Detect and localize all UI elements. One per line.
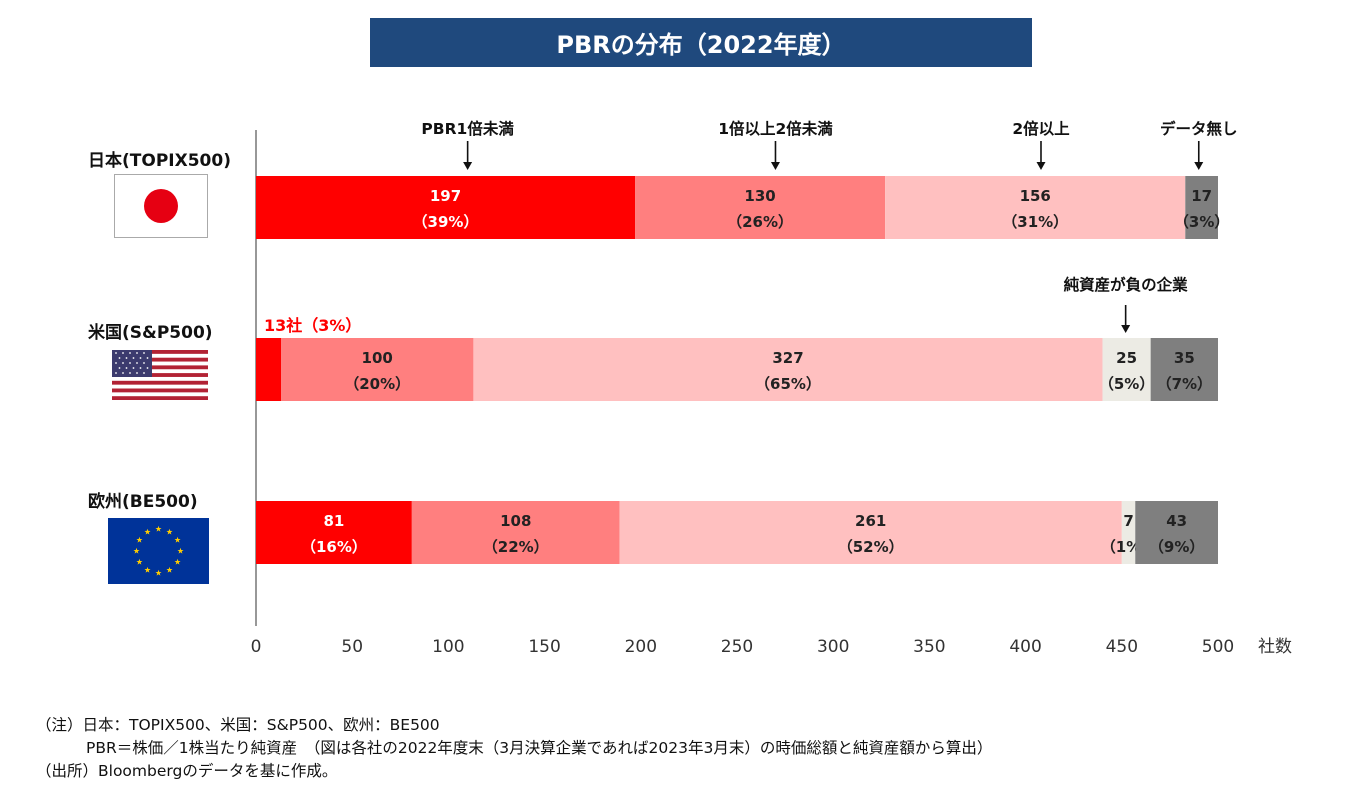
eu-star-icon xyxy=(136,558,143,565)
callout-arrow-head xyxy=(1036,162,1046,170)
callout-label: 2倍以上 xyxy=(1012,119,1070,138)
data-label-value: 108 xyxy=(500,512,531,530)
data-label-value: 130 xyxy=(744,187,775,205)
x-tick-label: 200 xyxy=(625,637,657,657)
data-label-value: 197 xyxy=(430,187,461,205)
data-label-value: 17 xyxy=(1191,187,1212,205)
bar-segment xyxy=(411,501,620,564)
eu-star-icon xyxy=(166,566,173,573)
data-label-value: 100 xyxy=(362,349,393,367)
data-label-value: 25 xyxy=(1116,349,1137,367)
data-label-percent: （22%） xyxy=(483,538,549,556)
eu-star-icon xyxy=(174,536,181,543)
eu-flag-icon xyxy=(108,518,209,584)
data-label-percent: （9%） xyxy=(1149,538,1204,556)
bar-segment xyxy=(281,338,474,401)
eu-star-icon xyxy=(144,566,151,573)
eu-star-icon xyxy=(166,528,173,535)
x-tick-label: 150 xyxy=(528,637,560,657)
note-line-2: PBR＝株価／1株当たり純資産 （図は各社の2022年度末（3月決算企業であれば… xyxy=(86,739,993,757)
data-label-value: 327 xyxy=(772,349,803,367)
x-tick-label: 250 xyxy=(721,637,753,657)
data-label-percent: （7%） xyxy=(1157,375,1212,393)
x-tick-label: 300 xyxy=(817,637,849,657)
callout-label: 1倍以上2倍未満 xyxy=(718,119,833,138)
x-tick-label: 350 xyxy=(913,637,945,657)
x-tick-label: 50 xyxy=(341,637,363,657)
callout-label: PBR1倍未満 xyxy=(421,119,514,138)
callout-label: データ無し xyxy=(1160,119,1238,138)
chart-title: PBRの分布（2022年度） xyxy=(370,18,1032,67)
data-label-percent: （31%） xyxy=(1002,213,1068,231)
bar-segment xyxy=(256,501,412,564)
callout-arrow-head xyxy=(1121,325,1131,333)
bar-segment xyxy=(256,338,282,401)
x-tick-label: 450 xyxy=(1106,637,1138,657)
x-axis-label: 社数 xyxy=(1258,637,1292,657)
eu-star-icon xyxy=(155,569,162,576)
callout-arrow-head xyxy=(1194,162,1204,170)
bar-segment xyxy=(1121,501,1136,564)
data-label-percent: （16%） xyxy=(301,538,367,556)
bar-segment xyxy=(1135,501,1218,564)
eu-star-icon xyxy=(136,536,143,543)
data-label-value: 81 xyxy=(323,512,344,530)
data-label-value: 43 xyxy=(1166,512,1187,530)
eu-star-icon xyxy=(174,558,181,565)
eu-star-icon xyxy=(144,528,151,535)
eu-star-icon xyxy=(155,525,162,532)
x-tick-label: 500 xyxy=(1202,637,1234,657)
pbr-stacked-bar-chart: 0 50 100 150 200 250 300 350 400 450 500 社数 197 （39%）… xyxy=(251,119,1292,657)
x-tick-label: 0 xyxy=(251,637,262,657)
callout-label: 純資産が負の企業 xyxy=(1064,275,1189,294)
eu-star-icon xyxy=(177,547,184,554)
data-label-value: 7 xyxy=(1123,512,1133,530)
bar-segment xyxy=(1185,176,1218,239)
row-label-japan: 日本(TOPIX500) xyxy=(88,151,231,171)
data-label-value: 156 xyxy=(1020,187,1051,205)
japan-flag-icon xyxy=(114,174,208,238)
data-label-value: 261 xyxy=(855,512,886,530)
x-tick-label: 100 xyxy=(432,637,464,657)
data-label-percent: （5%） xyxy=(1099,375,1154,393)
data-label-percent: （65%） xyxy=(755,375,821,393)
bar-segment xyxy=(1102,338,1151,401)
data-label-percent: （26%） xyxy=(727,213,793,231)
note-line-3: （出所）Bloombergのデータを基に作成。 xyxy=(36,762,338,780)
bar-segment xyxy=(635,176,886,239)
callout-arrow-head xyxy=(770,162,780,170)
bar-segment xyxy=(619,501,1122,564)
footnotes: （注）日本：TOPIX500、米国：S&P500、欧州：BE500 PBR＝株価… xyxy=(36,714,992,783)
data-label-percent: （39%） xyxy=(413,213,479,231)
eu-star-icon xyxy=(133,547,140,554)
bar-segment xyxy=(256,176,636,239)
note-line-1: （注）日本：TOPIX500、米国：S&P500、欧州：BE500 xyxy=(36,716,440,734)
bar-segment xyxy=(1150,338,1218,401)
row-label-us: 米国(S&P500) xyxy=(88,323,213,343)
us-small-annotation: 13社（3%） xyxy=(264,316,361,335)
bar-segment xyxy=(885,176,1186,239)
data-label-value: 35 xyxy=(1174,349,1195,367)
data-label-percent: （3%） xyxy=(1174,213,1229,231)
row-label-eu: 欧州(BE500) xyxy=(88,492,198,512)
data-label-percent: （20%） xyxy=(344,375,410,393)
x-tick-label: 400 xyxy=(1009,637,1041,657)
callout-arrow-head xyxy=(463,162,473,170)
data-label-percent: （52%） xyxy=(838,538,904,556)
bar-segment xyxy=(473,338,1103,401)
us-flag-icon xyxy=(112,350,208,400)
